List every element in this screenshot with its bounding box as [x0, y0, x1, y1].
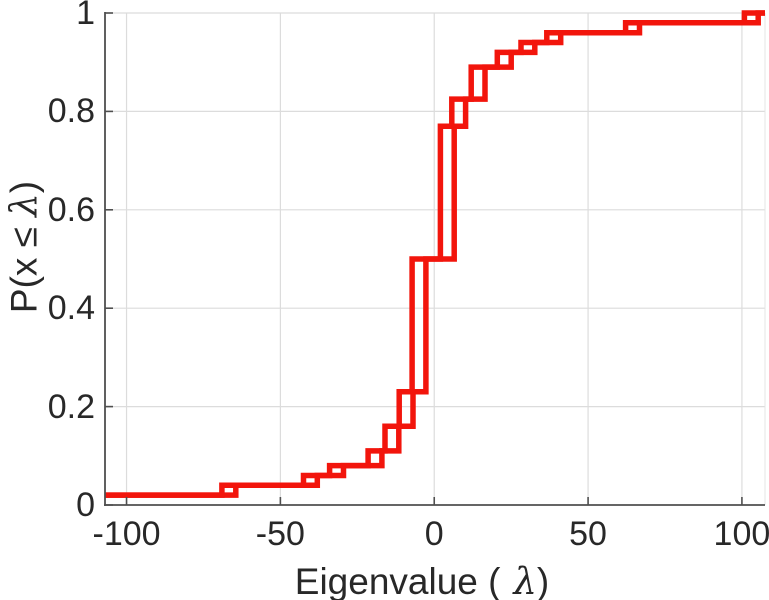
x-axis-label: Eigenvalue ( λ) — [295, 560, 549, 600]
ecdf-curve-primary — [105, 10, 765, 498]
lambda-symbol: λ — [2, 193, 46, 217]
x-tick-label: -50 — [255, 515, 305, 553]
y-axis-label-text: P(x ≤ — [3, 216, 45, 314]
y-tick-label: 0 — [76, 486, 95, 524]
x-tick-label: 0 — [424, 515, 444, 553]
x-tick-label: -100 — [92, 515, 161, 553]
ecdf-curve-secondary — [105, 10, 765, 498]
y-tick-label: 0.8 — [47, 92, 95, 131]
y-tick-label: 0.2 — [47, 387, 95, 426]
y-axis-label-close: ) — [3, 180, 45, 194]
x-tick-label: 100 — [713, 515, 769, 553]
y-tick-label: 1 — [76, 0, 95, 32]
x-axis-label-close: ) — [536, 561, 550, 600]
lambda-symbol: λ — [513, 560, 537, 600]
y-tick-label: 0.6 — [47, 190, 95, 229]
x-axis-label-text: Eigenvalue ( — [294, 561, 501, 600]
x-tick-label: 50 — [569, 515, 607, 553]
y-axis-label: P(x ≤ λ) — [3, 181, 46, 313]
y-tick-label: 0.4 — [47, 289, 95, 328]
